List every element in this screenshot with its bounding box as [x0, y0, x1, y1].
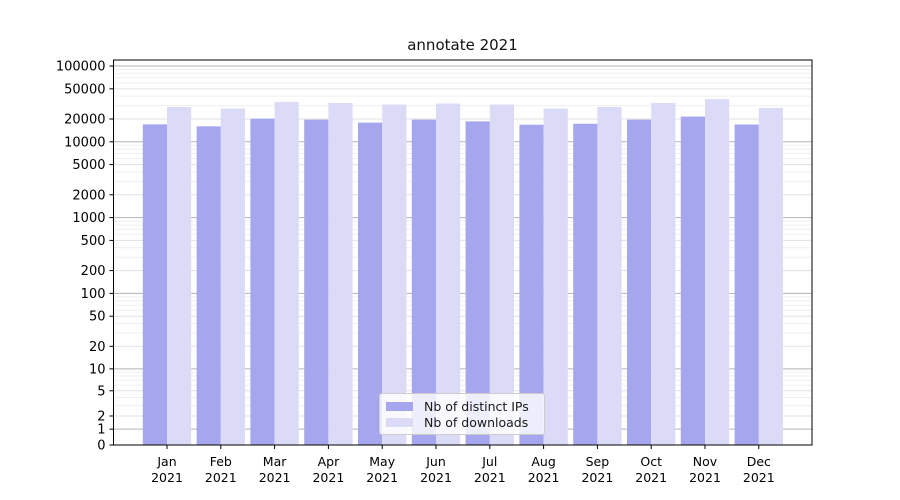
bar [358, 122, 383, 446]
svg-text:Apr: Apr [318, 454, 340, 469]
svg-text:5: 5 [97, 384, 105, 399]
legend-item-downloads: Nb of downloads [386, 414, 536, 430]
plot-border [113, 59, 813, 446]
svg-text:1: 1 [97, 423, 105, 438]
bar [573, 123, 598, 445]
svg-text:0: 0 [97, 439, 105, 454]
svg-text:2021: 2021 [151, 470, 183, 485]
svg-text:Jan: Jan [156, 454, 176, 469]
bar [167, 106, 192, 445]
svg-text:2021: 2021 [474, 470, 506, 485]
svg-text:Oct: Oct [640, 454, 662, 469]
svg-text:2: 2 [97, 409, 105, 424]
bar [465, 121, 490, 446]
svg-text:20: 20 [89, 340, 106, 355]
bar [627, 119, 652, 446]
bar [705, 99, 730, 446]
legend-swatch-distinct-ips [386, 401, 413, 411]
bar [734, 124, 759, 445]
bar [758, 107, 783, 445]
legend-swatch-downloads [386, 417, 413, 427]
bar [328, 102, 353, 446]
svg-text:2021: 2021 [635, 470, 667, 485]
svg-text:May: May [369, 454, 395, 469]
legend-label-distinct-ips: Nb of distinct IPs [424, 398, 529, 414]
bar [274, 101, 299, 446]
chart-title: annotate 2021 [407, 36, 518, 54]
bar [304, 119, 329, 446]
svg-text:2021: 2021 [366, 470, 398, 485]
y-axis: 012 5 10 20 50 100 200 500 1000 2000 5000 10000 2000… [56, 60, 114, 454]
bar [489, 104, 514, 446]
svg-text:1000: 1000 [72, 211, 105, 226]
legend-item-distinct-ips: Nb of distinct IPs [386, 398, 536, 414]
bar [680, 116, 705, 445]
svg-text:100000: 100000 [56, 60, 106, 75]
svg-text:500: 500 [81, 234, 106, 249]
svg-text:Mar: Mar [263, 454, 287, 469]
svg-text:Sep: Sep [586, 454, 610, 469]
svg-text:20000: 20000 [64, 112, 105, 127]
svg-text:Feb: Feb [210, 454, 232, 469]
bar [436, 103, 461, 445]
svg-text:10: 10 [89, 362, 106, 377]
legend-label-downloads: Nb of downloads [424, 414, 529, 430]
svg-text:Jun: Jun [425, 454, 446, 469]
svg-text:2021: 2021 [420, 470, 452, 485]
svg-text:100: 100 [81, 287, 106, 302]
bar [543, 108, 568, 446]
svg-text:Dec: Dec [747, 454, 771, 469]
svg-text:Jul: Jul [481, 454, 497, 469]
svg-text:2021: 2021 [528, 470, 560, 485]
svg-text:2000: 2000 [72, 188, 105, 203]
svg-text:50000: 50000 [64, 82, 105, 97]
svg-text:2021: 2021 [581, 470, 613, 485]
bar [597, 106, 622, 445]
svg-text:5000: 5000 [72, 158, 105, 173]
bar [220, 108, 245, 446]
bars [142, 99, 783, 446]
svg-text:10000: 10000 [64, 135, 105, 150]
series-1 [167, 99, 783, 446]
svg-text:200: 200 [81, 264, 106, 279]
svg-text:50: 50 [89, 310, 106, 325]
svg-text:2021: 2021 [312, 470, 344, 485]
bar [519, 124, 544, 445]
legend: Nb of distinct IPs Nb of downloads [379, 393, 545, 435]
bar [411, 119, 436, 446]
bar [250, 118, 275, 446]
svg-text:2021: 2021 [205, 470, 237, 485]
bar [196, 126, 221, 446]
bar [651, 102, 676, 446]
svg-text:2021: 2021 [743, 470, 775, 485]
svg-text:2021: 2021 [259, 470, 291, 485]
x-axis: Jan2021Feb2021Mar2021Apr2021May2021Jun20… [151, 445, 775, 485]
series-0 [142, 116, 759, 446]
bar [382, 104, 407, 446]
bar [142, 124, 167, 445]
svg-text:Aug: Aug [531, 454, 555, 469]
svg-text:2021: 2021 [689, 470, 721, 485]
svg-text:Nov: Nov [693, 454, 718, 469]
